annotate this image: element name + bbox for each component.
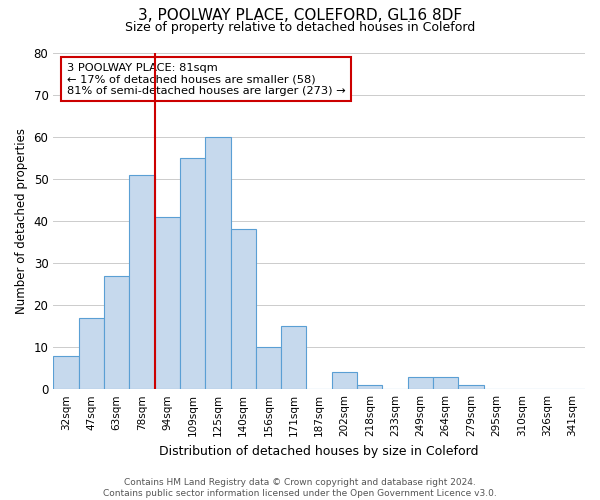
- Bar: [155, 216, 180, 389]
- Bar: [408, 376, 433, 389]
- Bar: [104, 276, 129, 389]
- Bar: [332, 372, 357, 389]
- Text: 3, POOLWAY PLACE, COLEFORD, GL16 8DF: 3, POOLWAY PLACE, COLEFORD, GL16 8DF: [138, 8, 462, 22]
- Bar: [129, 174, 155, 389]
- Bar: [357, 385, 382, 389]
- Bar: [53, 356, 79, 389]
- Bar: [458, 385, 484, 389]
- Bar: [230, 230, 256, 389]
- Bar: [281, 326, 307, 389]
- Y-axis label: Number of detached properties: Number of detached properties: [15, 128, 28, 314]
- Text: Size of property relative to detached houses in Coleford: Size of property relative to detached ho…: [125, 21, 475, 34]
- Bar: [180, 158, 205, 389]
- X-axis label: Distribution of detached houses by size in Coleford: Distribution of detached houses by size …: [160, 444, 479, 458]
- Bar: [256, 347, 281, 389]
- Bar: [433, 376, 458, 389]
- Text: 3 POOLWAY PLACE: 81sqm
← 17% of detached houses are smaller (58)
81% of semi-det: 3 POOLWAY PLACE: 81sqm ← 17% of detached…: [67, 62, 345, 96]
- Text: Contains HM Land Registry data © Crown copyright and database right 2024.
Contai: Contains HM Land Registry data © Crown c…: [103, 478, 497, 498]
- Bar: [79, 318, 104, 389]
- Bar: [205, 136, 230, 389]
